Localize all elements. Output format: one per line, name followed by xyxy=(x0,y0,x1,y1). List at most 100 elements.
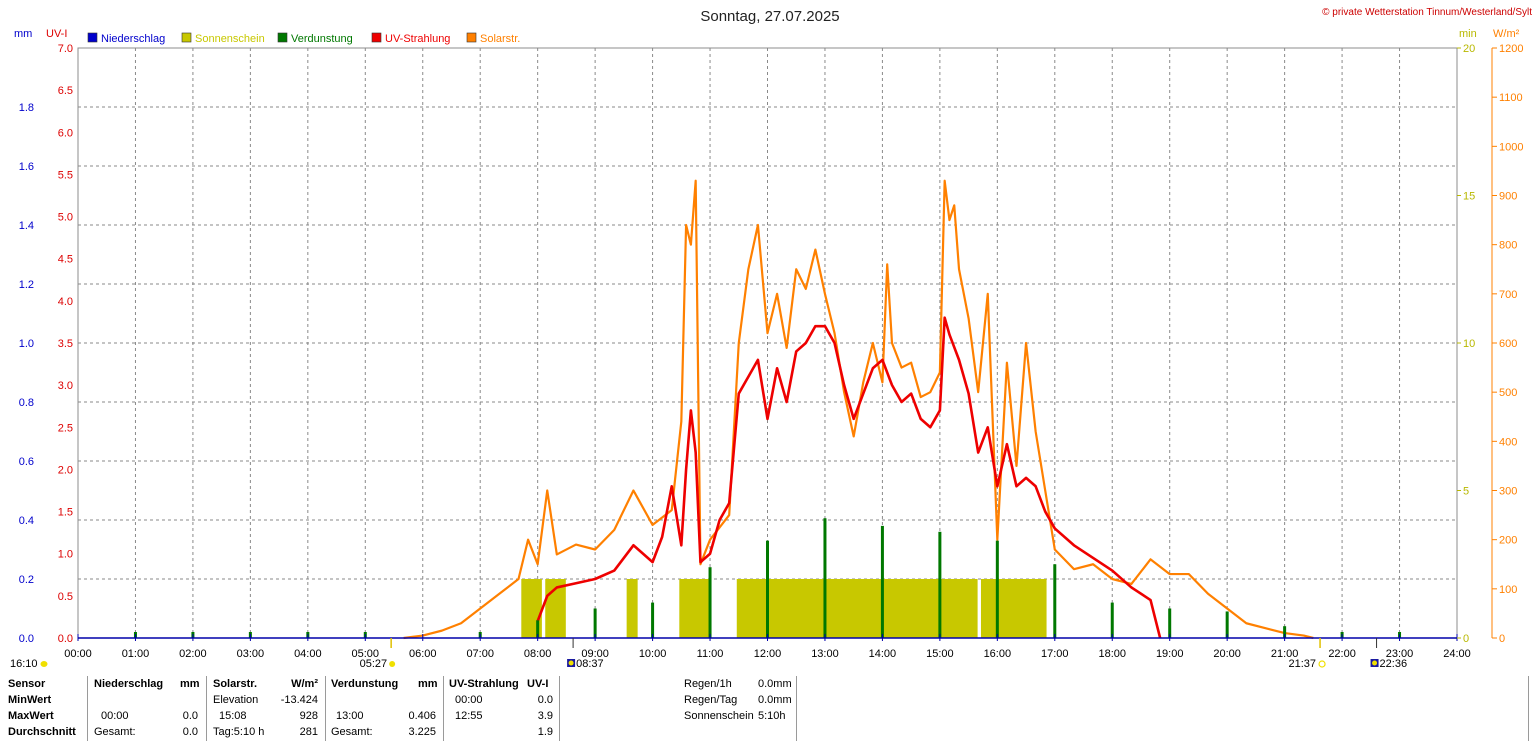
moon-icon xyxy=(40,661,48,667)
regen-1h: 0.0mm xyxy=(758,678,792,690)
wm2-tick-label: 1000 xyxy=(1499,141,1523,153)
legend-label: Niederschlag xyxy=(101,33,165,45)
sunshine-bar xyxy=(736,579,748,638)
sunshine-bar xyxy=(1019,579,1031,638)
evaporation-bar xyxy=(536,620,540,638)
grid xyxy=(77,47,1458,639)
uvi-tick-label: 1.5 xyxy=(58,507,73,519)
stats-table: Sensor MinWert MaxWert Durchschnitt Nied… xyxy=(0,676,1536,741)
niederschlag-total: 0.0 xyxy=(182,726,198,738)
verdunstung-total: 3.225 xyxy=(408,726,436,738)
verdunstung-total-label: Gesamt: xyxy=(331,726,373,738)
sun-icon xyxy=(1318,660,1326,668)
niederschlag-max: 0.0 xyxy=(182,710,198,722)
sun-icon xyxy=(389,661,396,667)
sunshine-bars xyxy=(521,579,1047,638)
x-tick-label: 11:00 xyxy=(697,648,724,660)
legend-swatch xyxy=(277,32,288,43)
wm2-tick-label: 400 xyxy=(1499,436,1517,448)
verdunstung-max-time: 13:00 xyxy=(336,710,364,722)
uvi-axis-title: UV-I xyxy=(46,28,67,40)
x-tick-label: 02:00 xyxy=(179,648,207,660)
uv-line xyxy=(536,316,1162,639)
sunshine-bar xyxy=(545,579,557,638)
sunrise-label: 05:27 xyxy=(360,658,388,670)
solar-max-time: 15:08 xyxy=(219,710,247,722)
weather-chart: Sonntag, 27.07.2025 © private Wetterstat… xyxy=(10,7,1532,670)
x-tick-label: 18:00 xyxy=(1098,648,1126,660)
moon-icon xyxy=(568,660,574,666)
legend-swatch xyxy=(181,32,192,43)
legend-label: Verdunstung xyxy=(291,33,353,45)
verdunstung-max: 0.406 xyxy=(408,710,436,722)
sunshine-bar xyxy=(880,579,892,638)
uvi-tick-label: 7.0 xyxy=(58,43,73,55)
sunshine-bar xyxy=(1035,579,1047,638)
sunshine-bar xyxy=(937,579,949,638)
x-tick-label: 05:00 xyxy=(352,648,380,660)
stats-label-avg: Durchschnitt xyxy=(8,726,76,738)
uvi-tick-label: 3.5 xyxy=(58,338,73,350)
sunshine-bar xyxy=(775,579,787,638)
min-tick-label: 10 xyxy=(1463,338,1475,350)
x-tick-label: 19:00 xyxy=(1156,648,1184,660)
wm2-tick-label: 0 xyxy=(1499,633,1505,645)
moonset-label: 16:10 xyxy=(10,658,38,670)
evaporation-bar xyxy=(995,540,999,638)
x-tick-label: 23:00 xyxy=(1386,648,1414,660)
moon-event-label: 08:37 xyxy=(576,658,604,670)
sunshine-bar xyxy=(899,579,911,638)
x-tick-label: 13:00 xyxy=(811,648,839,660)
wm2-tick-label: 500 xyxy=(1499,387,1517,399)
evaporation-bar xyxy=(766,540,769,638)
sunshine-bar xyxy=(794,579,806,638)
stats-separator xyxy=(443,676,444,741)
min-tick-label: 20 xyxy=(1463,43,1475,55)
stats-separator xyxy=(206,676,207,741)
legend-label: Sonnenschein xyxy=(195,33,265,45)
sunshine-bar xyxy=(679,579,691,638)
evaporation-bar xyxy=(708,567,712,638)
sunshine-bar xyxy=(842,579,854,638)
mm-tick-label: 0.8 xyxy=(19,397,34,409)
stats-separator xyxy=(559,676,560,741)
evaporation-bar xyxy=(880,525,884,638)
x-tick-label: 22:00 xyxy=(1328,648,1356,660)
sunshine-bar xyxy=(688,579,700,638)
mm-tick-label: 1.6 xyxy=(19,161,34,173)
wm2-tick-label: 1200 xyxy=(1499,43,1523,55)
x-tick-label: 14:00 xyxy=(869,648,897,660)
x-tick-label: 15:00 xyxy=(926,648,954,660)
niederschlag-unit: mm xyxy=(180,678,200,690)
stats-label-sensor: Sensor xyxy=(8,678,46,690)
uvi-tick-label: 6.0 xyxy=(58,127,73,139)
evaporation-bar xyxy=(823,518,827,638)
niederschlag-max-time: 00:00 xyxy=(101,710,129,722)
x-tick-label: 03:00 xyxy=(237,648,265,660)
uvi-tick-label: 0.5 xyxy=(58,591,73,603)
uvi-tick-label: 4.5 xyxy=(58,254,73,266)
x-tick-label: 12:00 xyxy=(754,648,782,660)
mm-tick-label: 1.8 xyxy=(19,102,34,114)
stats-separator xyxy=(1528,676,1529,741)
uv-min-time: 00:00 xyxy=(455,694,483,706)
wm2-tick-label: 200 xyxy=(1499,535,1517,547)
sunshine-bar xyxy=(832,579,844,638)
sunset-label: 21:37 xyxy=(1289,658,1317,670)
sunshine-bar xyxy=(1009,579,1021,638)
sunshine-bar xyxy=(626,579,638,638)
sunshine-bar xyxy=(980,579,992,638)
evaporation-bar xyxy=(1110,602,1114,638)
wm2-tick-label: 300 xyxy=(1499,486,1517,498)
sunshine-bar xyxy=(870,579,882,638)
uvi-tick-label: 1.0 xyxy=(58,549,73,561)
x-tick-label: 10:00 xyxy=(639,648,667,660)
evaporation-bar xyxy=(938,531,942,638)
sunshine-bar xyxy=(851,579,863,638)
solar-day-label: Tag:5:10 h xyxy=(213,726,265,738)
evaporation-bar xyxy=(1283,626,1287,638)
solar-avg: 281 xyxy=(299,726,318,738)
mm-tick-label: 0.2 xyxy=(19,574,34,586)
sunshine-bar xyxy=(957,579,969,638)
regen-1h-label: Regen/1h xyxy=(684,678,732,690)
